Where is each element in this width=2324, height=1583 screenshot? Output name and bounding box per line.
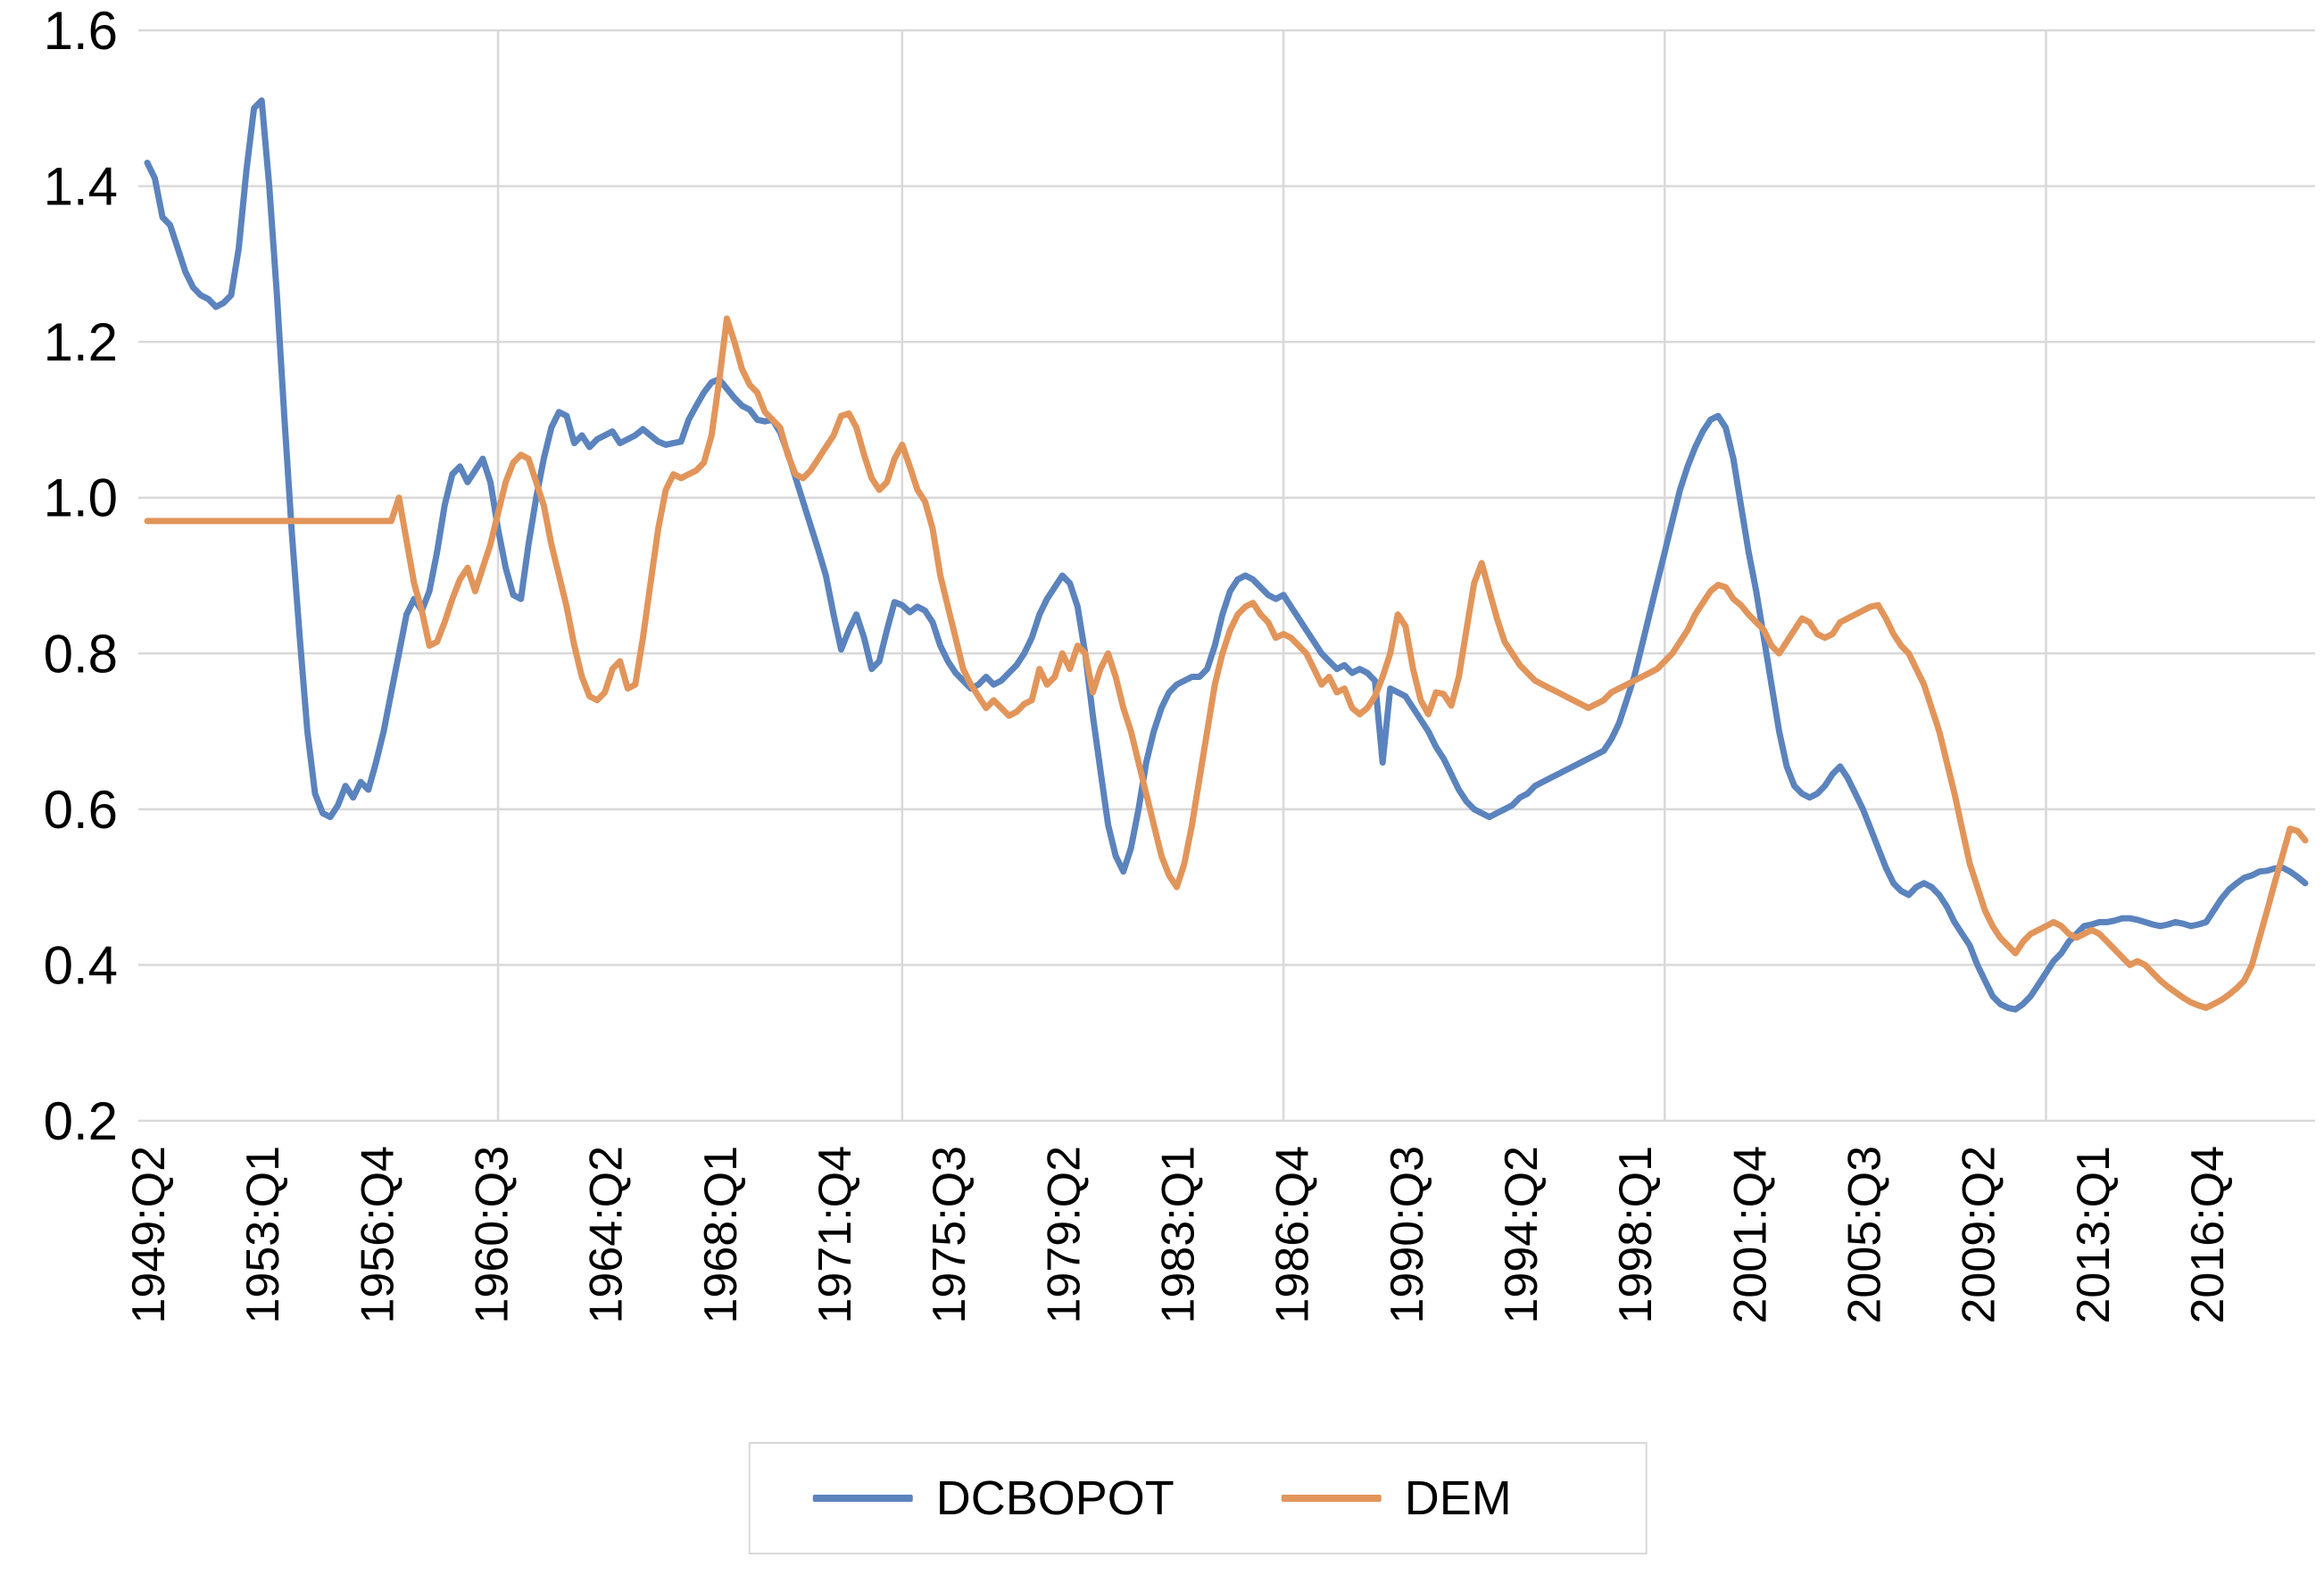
series-line-dem [144, 315, 2309, 1011]
legend-label-dcbopot: DCBOPOT [935, 1471, 1174, 1525]
x-tick-label: 2009:Q2 [1954, 1146, 2005, 1324]
x-tick-label: 2001:Q4 [1724, 1146, 1776, 1324]
legend-line-swatch-dem [1281, 1495, 1382, 1502]
legend-item-dcbopot: DCBOPOT [812, 1471, 1174, 1525]
x-tick-label: 1964:Q2 [581, 1146, 633, 1324]
y-tick-label: 0.6 [44, 780, 118, 840]
x-tick-label: 1968:Q1 [695, 1146, 747, 1324]
y-tick-label: 1.2 [44, 312, 118, 372]
x-tick-label: 1986:Q4 [1267, 1146, 1319, 1324]
legend-item-dem: DEM [1281, 1471, 1512, 1525]
legend-label-dem: DEM [1404, 1471, 1512, 1525]
x-tick-label: 1953:Q1 [237, 1146, 289, 1324]
x-tick-label: 1949:Q2 [123, 1146, 175, 1324]
y-tick-label: 0.4 [44, 935, 118, 995]
x-tick-label: 2016:Q4 [2182, 1146, 2234, 1324]
x-tick-label: 1975:Q3 [924, 1146, 975, 1324]
y-tick-label: 1.4 [44, 157, 118, 217]
series-line-dcbopot [144, 97, 2309, 1013]
x-tick-label: 1994:Q2 [1496, 1146, 1548, 1324]
y-tick-label: 1.6 [44, 1, 118, 61]
x-tick-label: 1960:Q3 [466, 1146, 518, 1324]
x-tick-label: 2005:Q3 [1838, 1146, 1890, 1324]
y-tick-label: 0.2 [44, 1091, 118, 1151]
y-tick-label: 1.0 [44, 468, 118, 528]
legend: DCBOPOT DEM [748, 1442, 1648, 1554]
y-tick-label: 0.8 [44, 624, 118, 684]
x-tick-label: 1990:Q3 [1382, 1146, 1433, 1324]
x-tick-label: 2013:Q1 [2068, 1146, 2120, 1324]
x-tick-label: 1979:Q2 [1038, 1146, 1090, 1324]
x-tick-label: 1956:Q4 [352, 1146, 403, 1324]
x-tick-label: 1998:Q1 [1610, 1146, 1662, 1324]
x-tick-label: 1971:Q4 [809, 1146, 861, 1324]
x-tick-label: 1983:Q1 [1152, 1146, 1204, 1324]
legend-line-swatch-dcbopot [812, 1495, 913, 1502]
